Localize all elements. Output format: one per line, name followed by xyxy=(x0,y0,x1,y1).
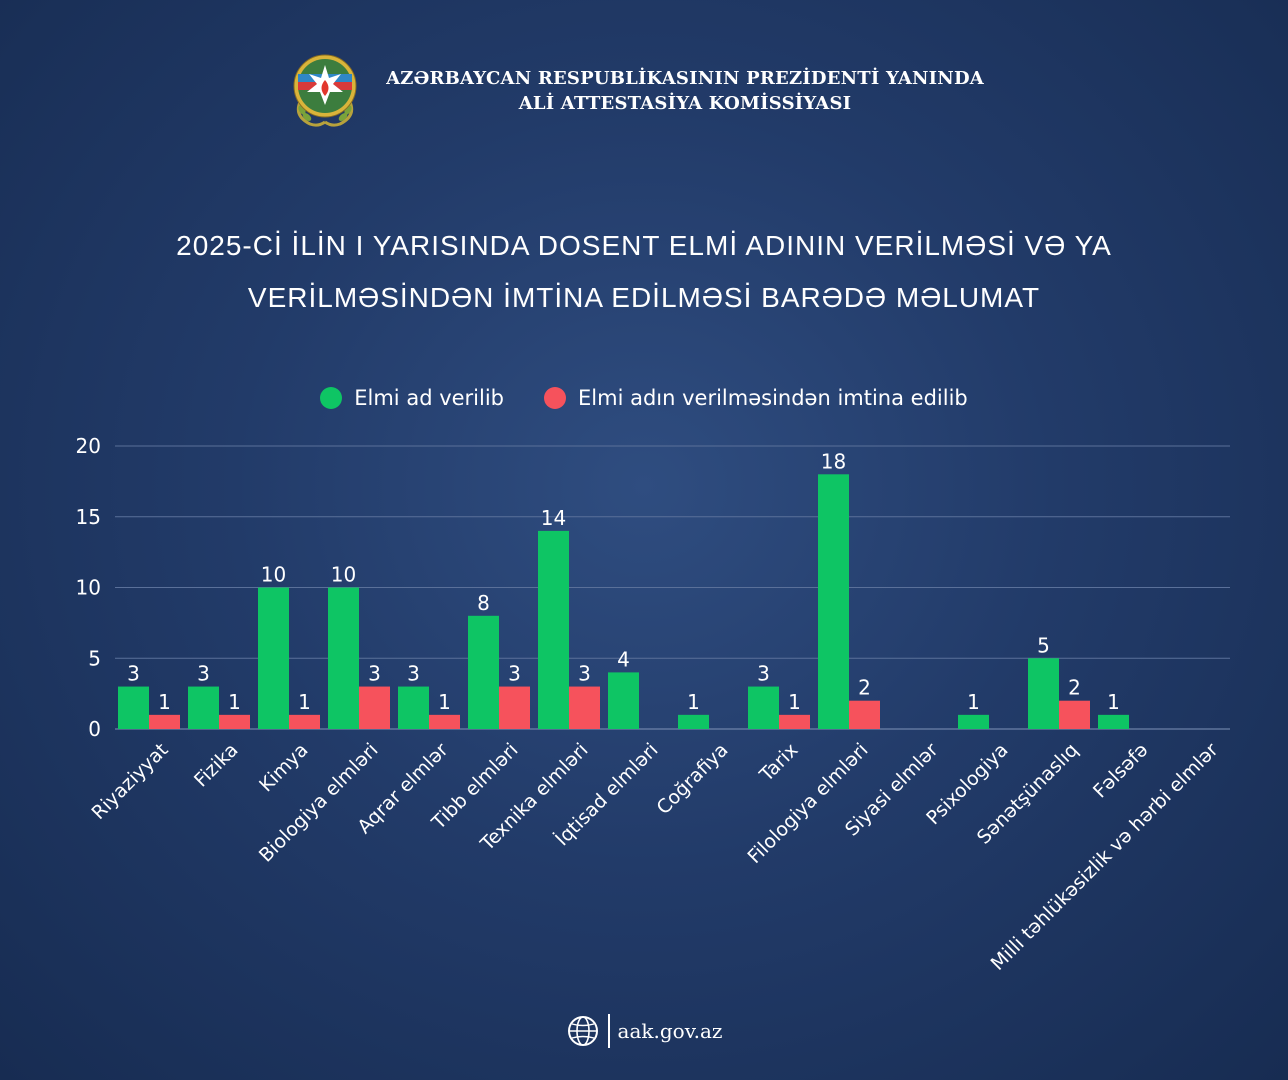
data-label: 1 xyxy=(438,690,451,714)
data-label: 1 xyxy=(788,690,801,714)
data-label: 1 xyxy=(967,690,980,714)
bar xyxy=(219,714,250,729)
bar xyxy=(359,686,390,729)
bar xyxy=(1098,714,1129,729)
y-tick-label: 20 xyxy=(76,434,101,458)
category-label: Filologiya elmləri xyxy=(744,739,873,868)
footer: aak.gov.az xyxy=(0,1014,1288,1048)
bar xyxy=(538,530,569,729)
legend-label-granted: Elmi ad verilib xyxy=(354,386,505,410)
bar xyxy=(748,686,779,729)
bar xyxy=(289,714,320,729)
data-label: 3 xyxy=(757,662,770,686)
bar xyxy=(1059,700,1090,729)
bar xyxy=(499,686,530,729)
category-label: Fizika xyxy=(190,739,243,792)
data-label: 5 xyxy=(1037,633,1050,657)
legend-swatch-granted xyxy=(320,387,343,409)
data-label: 1 xyxy=(298,690,311,714)
data-label: 10 xyxy=(331,563,356,587)
category-label: Biologiya elmləri xyxy=(255,739,383,867)
title-line-1: 2025-Cİ İLİN I YARISINDA DOSENT ELMİ ADI… xyxy=(176,230,1112,261)
bar xyxy=(1028,658,1059,729)
bar xyxy=(398,686,429,729)
title-line-2: VERİLMƏSİNDƏN İMTİNA EDİLMƏSİ BARƏDƏ MƏL… xyxy=(247,282,1041,313)
data-label: 8 xyxy=(477,591,490,615)
data-label: 2 xyxy=(1068,676,1081,700)
category-label: Fəlsəfə xyxy=(1089,739,1153,803)
legend-label-refused: Elmi adın verilməsindən imtina edilib xyxy=(578,386,968,410)
bar xyxy=(188,686,219,729)
data-label: 1 xyxy=(1107,690,1120,714)
legend-item-granted: Elmi ad verilib xyxy=(320,386,504,410)
data-label: 2 xyxy=(858,676,871,700)
header: AZƏRBAYCAN RESPUBLİKASININ PREZİDENTİ YA… xyxy=(288,50,1008,132)
bar xyxy=(429,714,460,729)
bar xyxy=(958,714,989,729)
category-label: Coğrafiya xyxy=(652,739,732,819)
bar xyxy=(608,672,639,729)
category-label: Riyaziyyat xyxy=(88,739,173,824)
legend-swatch-refused xyxy=(544,387,567,409)
data-label: 14 xyxy=(541,506,566,530)
bar xyxy=(118,686,149,729)
data-label: 18 xyxy=(821,449,846,473)
bar-chart: 0510152031Riyaziyyat31Fizika101Kimya103B… xyxy=(76,434,1230,975)
data-label: 3 xyxy=(127,662,140,686)
data-label: 3 xyxy=(368,662,381,686)
bar xyxy=(849,700,880,729)
organization-name: AZƏRBAYCAN RESPUBLİKASININ PREZİDENTİ YA… xyxy=(362,66,1008,116)
y-tick-label: 5 xyxy=(88,646,101,670)
org-line-2: ALİ ATTESTASİYA KOMİSSİYASI xyxy=(518,93,852,114)
bar xyxy=(818,474,849,729)
bar xyxy=(328,587,359,729)
footer-separator xyxy=(607,1014,610,1048)
y-tick-label: 0 xyxy=(88,717,101,741)
data-label: 3 xyxy=(578,662,591,686)
data-label: 10 xyxy=(261,563,286,587)
category-label: Kimya xyxy=(255,739,312,796)
data-label: 1 xyxy=(228,690,241,714)
bar xyxy=(569,686,600,729)
website-link[interactable]: aak.gov.az xyxy=(617,1019,723,1043)
category-label: Tarix xyxy=(755,739,803,787)
data-label: 3 xyxy=(197,662,210,686)
bar xyxy=(779,714,810,729)
data-label: 3 xyxy=(508,662,521,686)
data-label: 4 xyxy=(617,647,630,671)
bar xyxy=(678,714,709,729)
bar xyxy=(468,615,499,729)
y-tick-label: 10 xyxy=(76,576,101,600)
data-label: 1 xyxy=(687,690,700,714)
y-tick-label: 15 xyxy=(76,505,101,529)
org-line-1: AZƏRBAYCAN RESPUBLİKASININ PREZİDENTİ YA… xyxy=(386,68,984,89)
data-label: 3 xyxy=(407,662,420,686)
page-title: 2025-Cİ İLİN I YARISINDA DOSENT ELMİ ADI… xyxy=(80,220,1208,324)
chart-legend: Elmi ad verilib Elmi adın verilməsindən … xyxy=(0,386,1288,410)
bar xyxy=(258,587,289,729)
data-label: 1 xyxy=(158,690,171,714)
globe-icon xyxy=(567,1016,598,1046)
bar xyxy=(149,714,180,729)
state-emblem-icon xyxy=(293,54,357,127)
legend-item-refused: Elmi adın verilməsindən imtina edilib xyxy=(544,386,968,410)
